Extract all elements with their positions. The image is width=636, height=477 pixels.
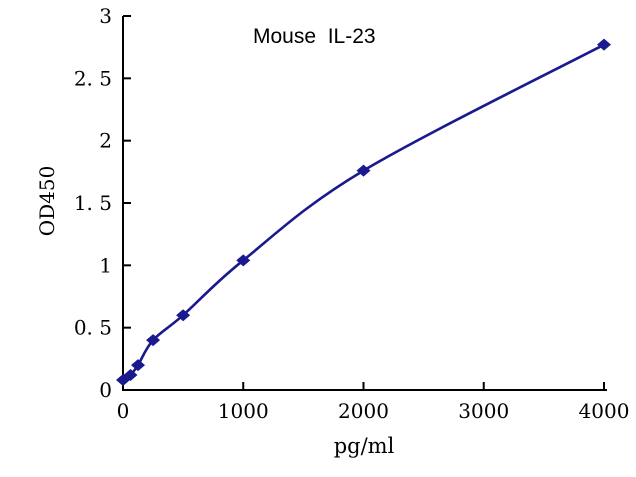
y-axis-title: OD450 [35, 165, 59, 237]
y-tick-label: 0. 5 [74, 316, 112, 340]
data-point-marker [146, 334, 161, 347]
data-point-marker [356, 164, 371, 177]
y-tick-label: 1 [99, 253, 112, 277]
data-point-marker [236, 254, 251, 267]
y-tick-label: 2. 5 [74, 66, 112, 90]
x-tick-label: 2000 [338, 399, 389, 423]
x-tick-label: 4000 [579, 399, 630, 423]
x-tick-label: 3000 [458, 399, 509, 423]
series-line [121, 43, 606, 382]
y-tick-label: 3 [99, 4, 112, 28]
chart-title: Mouse IL-23 [253, 25, 376, 48]
data-point-marker [131, 359, 146, 372]
x-axis-title: pg/ml [333, 434, 395, 458]
axis-lines [122, 16, 607, 391]
x-tick-label: 0 [117, 399, 130, 423]
data-point-marker [176, 309, 191, 322]
x-tick-label: 1000 [218, 399, 269, 423]
data-point-marker [597, 38, 611, 51]
y-tick-label: 0 [99, 378, 112, 402]
y-tick-label: 1. 5 [74, 191, 112, 215]
y-tick-label: 2 [99, 129, 112, 153]
data-point-marker [123, 369, 138, 382]
